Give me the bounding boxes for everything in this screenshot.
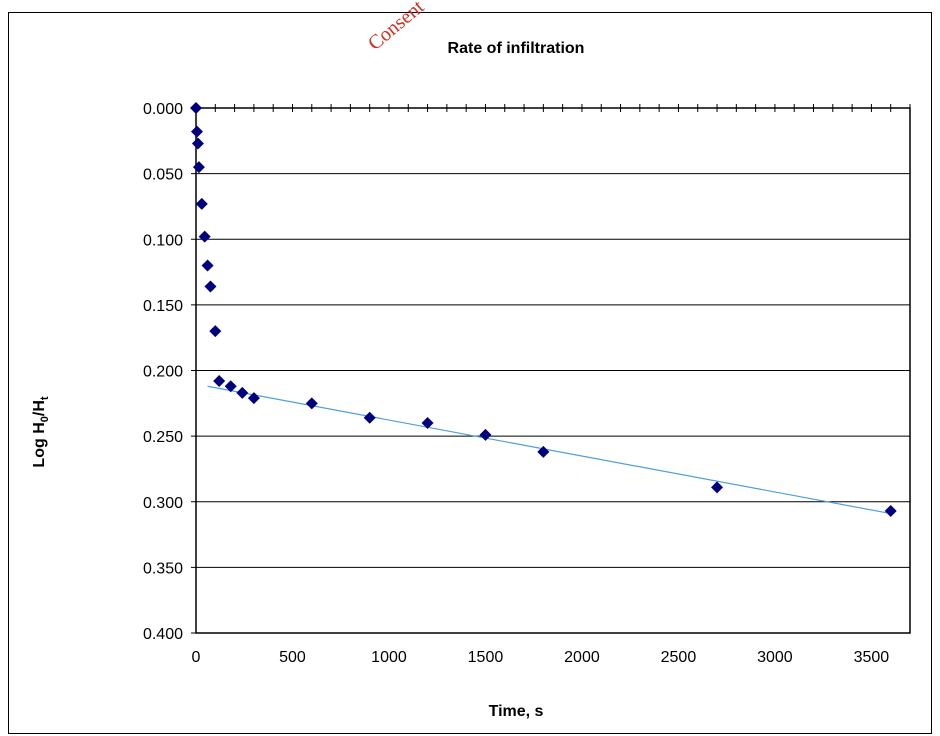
x-tick-label: 1500 <box>468 649 504 666</box>
data-point <box>192 161 205 174</box>
data-point <box>537 445 550 458</box>
y-tick-label: 0.200 <box>143 364 183 381</box>
y-tick-label: 0.150 <box>143 298 183 315</box>
data-point <box>195 197 208 210</box>
data-point <box>209 325 222 338</box>
x-tick-label: 3000 <box>757 649 793 666</box>
data-point <box>479 428 492 441</box>
data-point <box>236 386 249 399</box>
x-tick-label: 2500 <box>661 649 697 666</box>
y-axis-title-subscript: t <box>39 396 51 400</box>
y-axis-title: Log H0/Ht <box>31 396 51 467</box>
data-point <box>190 125 203 138</box>
data-point <box>711 481 724 494</box>
data-point <box>198 230 211 243</box>
data-point <box>213 375 226 387</box>
data-point <box>305 397 318 410</box>
data-point <box>190 102 202 114</box>
y-axis-title-subscript: 0 <box>39 416 51 422</box>
data-point <box>191 137 204 150</box>
data-point <box>884 504 897 517</box>
data-point <box>224 380 237 393</box>
y-tick-label: 0.400 <box>143 626 183 643</box>
chart-title: Rate of infiltration <box>448 40 585 57</box>
y-axis-title-part: /H <box>31 400 48 416</box>
trendline <box>207 385 891 515</box>
data-point <box>247 392 260 405</box>
y-tick-label: 0.100 <box>143 232 183 249</box>
x-tick-label: 2000 <box>564 649 600 666</box>
data-point <box>421 417 434 429</box>
y-axis-title-part: Log H <box>31 422 48 467</box>
x-tick-label: 1000 <box>371 649 407 666</box>
y-tick-label: 0.300 <box>143 495 183 512</box>
x-tick-label: 500 <box>279 649 306 666</box>
y-tick-label: 0.000 <box>143 101 183 118</box>
data-point <box>204 280 217 293</box>
chart-frame <box>8 12 932 734</box>
x-axis-title: Time, s <box>489 703 544 720</box>
data-point <box>363 411 376 424</box>
data-point <box>201 259 214 272</box>
x-tick-label: 3500 <box>854 649 890 666</box>
y-tick-label: 0.350 <box>143 560 183 577</box>
y-tick-label: 0.050 <box>143 167 183 184</box>
plot-area: 0.000 0.050 0.100 0.150 0.200 0.250 0.300 0.350… <box>143 101 911 666</box>
x-tick-label: 0 <box>192 649 201 666</box>
y-tick-label: 0.250 <box>143 429 183 446</box>
